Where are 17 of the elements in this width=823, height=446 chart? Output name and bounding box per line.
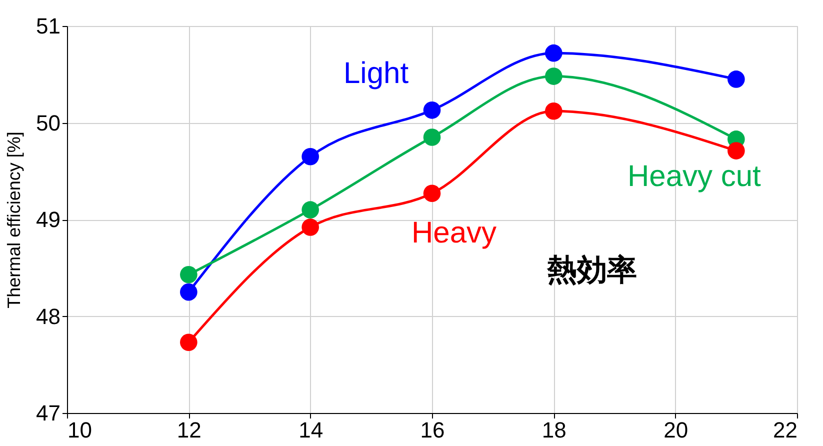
y-tick-label: 50 bbox=[36, 110, 60, 136]
y-axis-title: Thermal efficiency [%] bbox=[4, 132, 24, 308]
annotation: 熱効率 bbox=[546, 253, 637, 288]
y-tick-label: 49 bbox=[36, 207, 60, 232]
x-tick-label: 14 bbox=[298, 418, 324, 442]
x-tick-label: 20 bbox=[664, 418, 688, 442]
series-label: Heavy bbox=[411, 216, 497, 250]
series-label: Light bbox=[343, 57, 410, 90]
x-tick-label: 10 bbox=[68, 418, 92, 442]
x-tick-label: 22 bbox=[773, 418, 798, 442]
x-tick-label: 18 bbox=[542, 418, 566, 442]
x-tick-label: 12 bbox=[176, 418, 202, 442]
series-label: Heavy cut bbox=[627, 160, 762, 194]
y-tick-label: 47 bbox=[36, 400, 60, 426]
y-tick-label: 51 bbox=[36, 14, 60, 38]
x-tick-label: 16 bbox=[420, 418, 445, 442]
y-tick-label: 48 bbox=[36, 304, 60, 329]
